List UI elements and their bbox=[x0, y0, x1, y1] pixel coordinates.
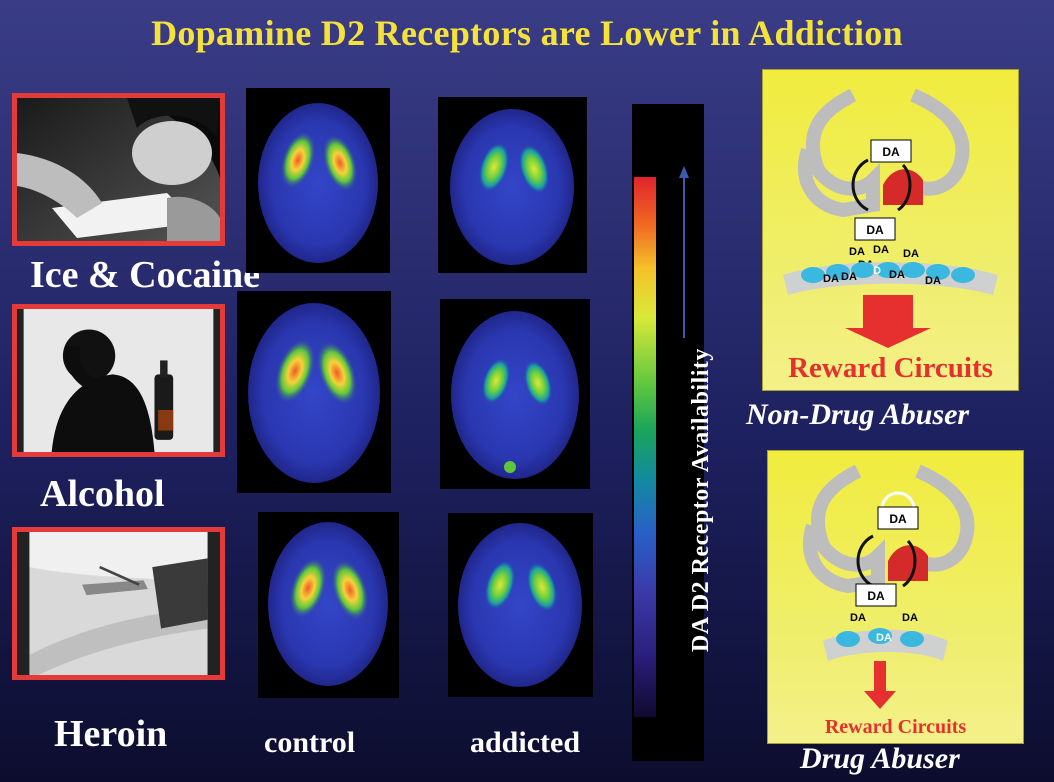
pet-scan-heroin-control bbox=[258, 512, 399, 698]
pet-scan-cocaine-addicted bbox=[438, 97, 587, 273]
da-molecule-label: DA bbox=[889, 269, 905, 281]
pet-scan-alcohol-addicted bbox=[440, 299, 590, 489]
da-box-bottom: DA bbox=[867, 589, 885, 603]
pet-scan-cocaine-control bbox=[246, 88, 390, 273]
slide-title: Dopamine D2 Receptors are Lower in Addic… bbox=[151, 13, 903, 53]
da-box-top: DA bbox=[882, 145, 900, 159]
arm-injection-icon bbox=[29, 532, 208, 675]
transporter-icon bbox=[883, 169, 923, 205]
colorbar-panel: DA D2 Receptor Availability bbox=[632, 104, 714, 761]
da-molecule-label: DA bbox=[850, 612, 866, 624]
synapse-diagram-non-abuser: DA DA DA DA DA DA DA DA DA D DA Reward C… bbox=[762, 69, 1019, 391]
down-arrow-icon bbox=[864, 661, 896, 709]
cocaine-photo bbox=[12, 93, 225, 246]
person-snorting-powder-icon bbox=[17, 98, 220, 241]
synapse-diagram-abuser: DA DA DA DA DA Reward Circuits bbox=[767, 450, 1024, 744]
alcohol-photo bbox=[12, 304, 225, 457]
drug-label-heroin: Heroin bbox=[54, 713, 168, 755]
da-box-top: DA bbox=[889, 512, 907, 526]
neuron-membrane-left-icon bbox=[802, 464, 885, 594]
caption-drug-abuser: Drug Abuser bbox=[800, 742, 960, 775]
column-label-addicted: addicted bbox=[470, 726, 581, 759]
da-molecule-label: DA bbox=[876, 632, 892, 644]
pet-scan-alcohol-control bbox=[237, 291, 391, 493]
column-label-control: control bbox=[264, 726, 356, 759]
da-box-bottom: DA bbox=[866, 223, 884, 237]
da-molecule-label: DA bbox=[925, 275, 941, 287]
up-arrow-icon bbox=[679, 166, 689, 338]
neuron-membrane-right-icon bbox=[903, 88, 970, 196]
caption-non-drug-abuser: Non-Drug Abuser bbox=[746, 398, 970, 431]
drug-label-alcohol: Alcohol bbox=[40, 473, 165, 515]
reward-circuits-label-non-abuser: Reward Circuits bbox=[788, 352, 993, 384]
da-molecule-label: DA bbox=[849, 246, 865, 258]
neuron-membrane-left-icon bbox=[797, 88, 880, 218]
colorbar-scale bbox=[634, 177, 656, 717]
colorbar-axis-label: DA D2 Receptor Availability bbox=[688, 348, 714, 652]
da-molecule-label: DA bbox=[841, 271, 857, 283]
da-molecule-label: D bbox=[873, 265, 881, 277]
reward-circuits-label-abuser: Reward Circuits bbox=[824, 716, 967, 738]
da-molecule-label: DA bbox=[823, 273, 839, 285]
da-molecule-label: DA bbox=[903, 248, 919, 260]
receptor-row-icon bbox=[836, 628, 924, 647]
transporter-icon bbox=[888, 545, 928, 581]
receptor-row-icon bbox=[801, 262, 975, 283]
da-molecule-label: DA bbox=[902, 612, 918, 624]
neuron-membrane-right-icon bbox=[908, 464, 975, 572]
man-with-bottle-icon bbox=[23, 309, 214, 452]
drug-label-cocaine: Ice & Cocaine bbox=[30, 254, 261, 296]
heroin-photo bbox=[12, 527, 225, 680]
pet-scan-heroin-addicted bbox=[448, 513, 593, 697]
down-arrow-icon bbox=[845, 295, 931, 348]
da-molecule-label: DA bbox=[873, 244, 889, 256]
